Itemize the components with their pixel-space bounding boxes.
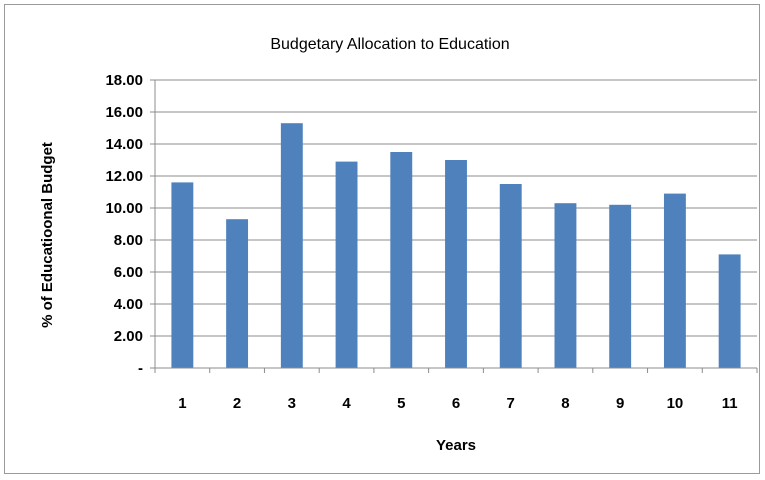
bar-year-7 — [499, 184, 522, 368]
x-tick-label: 9 — [616, 395, 624, 412]
bars — [171, 123, 741, 368]
y-tick-label: 10.00 — [105, 200, 143, 217]
bar-year-10 — [663, 193, 686, 368]
x-tick-label: 2 — [233, 395, 241, 412]
x-tick-label: 7 — [507, 395, 515, 412]
y-tick-label: 16.00 — [105, 104, 143, 121]
chart-frame — [4, 4, 760, 474]
chart-title: Budgetary Allocation to Education — [270, 36, 509, 53]
y-tick-label: - — [138, 360, 143, 377]
y-tick-label: 12.00 — [105, 168, 143, 185]
x-axis-title: Years — [436, 437, 476, 454]
bar-year-2 — [226, 219, 249, 368]
bar-year-4 — [335, 161, 358, 368]
bar-year-1 — [171, 182, 194, 368]
x-tick-label: 5 — [397, 395, 405, 412]
x-tick-label: 3 — [288, 395, 296, 412]
y-tick-label: 14.00 — [105, 136, 143, 153]
y-tick-label: 2.00 — [114, 328, 143, 345]
bar-year-6 — [445, 160, 467, 368]
y-tick-label: 6.00 — [114, 264, 143, 281]
bar-year-5 — [390, 152, 413, 368]
axes — [150, 79, 758, 373]
x-tick-label: 8 — [561, 395, 569, 412]
bar-year-8 — [554, 203, 577, 368]
y-axis-tick-labels: - 2.00 4.00 6.00 8.00 10.00 12.00 14.00 16.00 18.… — [105, 72, 143, 377]
y-tick-label: 8.00 — [114, 232, 143, 249]
bar-year-11 — [718, 254, 741, 368]
x-tick-label: 11 — [722, 395, 738, 412]
y-axis-title: % of Educatioonal Budget — [39, 142, 56, 328]
x-axis-tick-labels: 1 2 3 4 5 6 7 8 9 10 11 — [178, 395, 737, 412]
x-tick-label: 1 — [178, 395, 186, 412]
x-tick-label: 10 — [667, 395, 684, 412]
bar-year-9 — [609, 204, 632, 368]
y-tick-label: 18.00 — [105, 72, 143, 89]
x-tick-label: 4 — [342, 395, 351, 412]
bar-year-3 — [280, 123, 303, 368]
y-tick-label: 4.00 — [114, 296, 143, 313]
x-tick-label: 6 — [452, 395, 460, 412]
